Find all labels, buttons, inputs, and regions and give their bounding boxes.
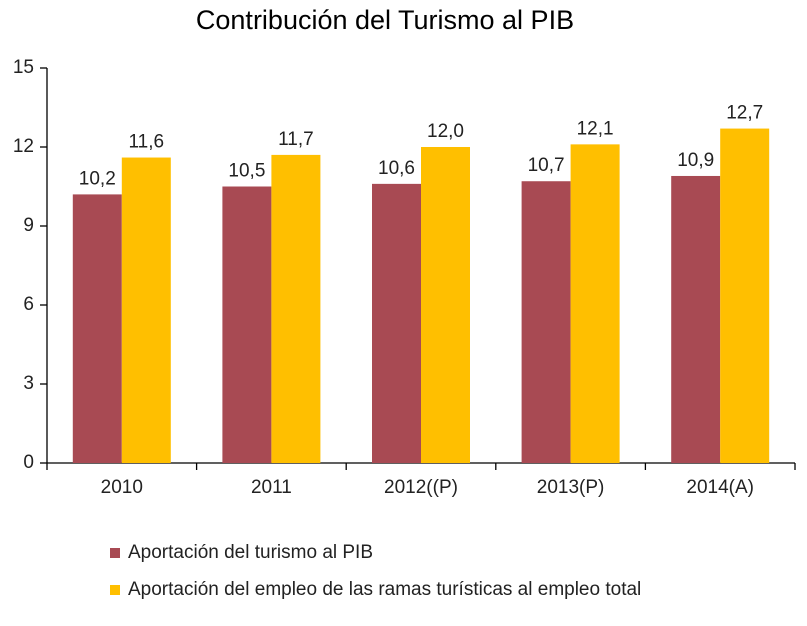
legend-swatch — [110, 548, 120, 558]
value-label: 10,6 — [378, 158, 415, 179]
value-label: 10,9 — [677, 150, 714, 171]
legend-label: Aportación del turismo al PIB — [128, 542, 373, 563]
bar — [222, 186, 272, 463]
bar — [521, 181, 571, 463]
value-label: 12,1 — [577, 118, 614, 139]
bar — [372, 183, 421, 463]
bar — [570, 144, 620, 463]
value-label: 11,6 — [129, 132, 165, 153]
x-tick-label: 2014(A) — [686, 477, 754, 498]
x-tick-label: 2012((P) — [384, 477, 458, 498]
x-tick-label: 2013(P) — [537, 477, 605, 498]
y-tick-label: 6 — [23, 294, 34, 315]
bar — [271, 154, 321, 463]
y-tick-label: 3 — [23, 373, 34, 394]
value-label: 10,5 — [228, 161, 265, 182]
x-tick-label: 2011 — [251, 477, 292, 498]
legend-label: Aportación del empleo de las ramas turís… — [128, 579, 641, 600]
y-tick-label: 15 — [13, 57, 34, 78]
y-tick-label: 9 — [23, 215, 34, 236]
chart-title: Contribución del Turismo al PIB — [196, 5, 574, 35]
value-label: 11,7 — [278, 129, 314, 150]
y-tick-label: 0 — [23, 452, 34, 473]
bar — [121, 157, 171, 464]
value-label: 12,0 — [427, 121, 464, 142]
value-label: 10,7 — [528, 155, 565, 176]
bar — [720, 128, 770, 464]
bar — [421, 147, 470, 463]
bar — [72, 194, 122, 463]
x-tick-label: 2010 — [101, 477, 143, 498]
value-label: 10,2 — [79, 168, 116, 189]
legend-swatch — [110, 585, 120, 595]
value-label: 12,7 — [726, 103, 763, 124]
y-tick-label: 12 — [13, 136, 34, 157]
bar — [671, 175, 721, 463]
